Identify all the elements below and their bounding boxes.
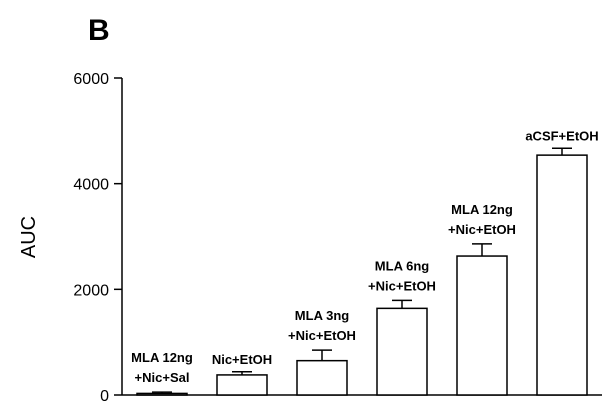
- bar-label-line: +Nic+EtOH: [448, 222, 516, 237]
- bar-label-line: aCSF+EtOH: [525, 128, 598, 143]
- bar-label-line: +Nic+EtOH: [368, 278, 436, 293]
- y-axis-label: AUC: [18, 216, 40, 258]
- bar: [376, 307, 428, 396]
- bar-label: Nic+EtOH: [212, 352, 272, 367]
- bar: [536, 154, 588, 396]
- axes: 0 2000 4000 6000: [73, 71, 602, 405]
- bar-label-line: MLA 6ng: [375, 258, 429, 273]
- bar-label: MLA 6ng +Nic+EtOH: [368, 258, 436, 293]
- bar: [136, 392, 188, 396]
- bar-label-line: +Nic+EtOH: [288, 328, 356, 343]
- bar: [456, 255, 508, 396]
- panel-letter: B: [88, 14, 110, 47]
- bar-label-line: MLA 12ng: [131, 350, 193, 365]
- bar-label: MLA 12ng +Nic+Sal: [131, 350, 193, 385]
- bar: [296, 359, 348, 396]
- y-tick-label: 6000: [73, 71, 109, 88]
- bar-label: MLA 3ng +Nic+EtOH: [288, 308, 356, 343]
- y-tick-label: 4000: [73, 177, 109, 194]
- bar-label: aCSF+EtOH: [525, 128, 598, 143]
- y-tick-label: 0: [100, 388, 109, 405]
- bar-labels: MLA 12ng +Nic+Sal Nic+EtOH MLA 3ng +Nic+EtOH…: [131, 128, 598, 385]
- bar-label-line: +Nic+Sal: [135, 370, 190, 385]
- y-tick-label: 2000: [73, 282, 109, 299]
- bar-label-line: MLA 3ng: [295, 308, 349, 323]
- bar-label-line: MLA 12ng: [451, 202, 513, 217]
- bar-label: MLA 12ng +Nic+EtOH: [448, 202, 516, 237]
- bar: [216, 374, 268, 396]
- bar-label-line: Nic+EtOH: [212, 352, 272, 367]
- bars: [136, 147, 588, 396]
